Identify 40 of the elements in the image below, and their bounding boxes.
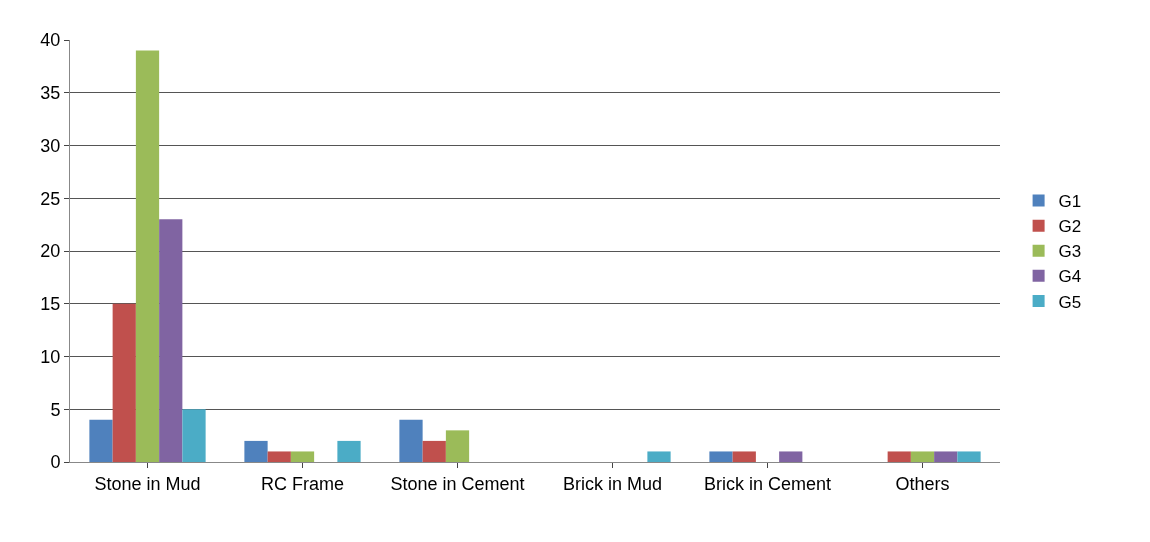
bar	[112, 303, 136, 462]
y-tick-label: 30	[40, 135, 61, 156]
bar	[337, 440, 361, 462]
x-tick-label: Brick in Cement	[703, 473, 832, 494]
y-tick-label: 35	[40, 83, 61, 104]
y-tick-label: 10	[40, 346, 61, 367]
bar	[887, 451, 911, 462]
bar	[934, 451, 958, 462]
bar	[957, 451, 981, 462]
bar	[244, 440, 268, 462]
x-tick-label: Stone in Mud	[94, 473, 201, 494]
bar	[779, 451, 803, 462]
bar	[422, 440, 446, 462]
x-tick-label: Brick in Mud	[562, 473, 663, 494]
y-tick-label: 25	[40, 188, 61, 209]
bar	[732, 451, 756, 462]
legend-label: G3	[1058, 242, 1082, 262]
bar	[399, 419, 423, 462]
y-tick-label: 5	[50, 399, 61, 420]
y-tick-label: 0	[50, 452, 61, 473]
bar	[159, 219, 183, 462]
y-tick-label: 20	[40, 241, 61, 262]
bar	[445, 430, 470, 462]
bar	[910, 451, 935, 462]
bar	[135, 50, 160, 462]
legend-label: G5	[1058, 292, 1082, 312]
y-tick-label: 40	[40, 30, 61, 51]
bar	[290, 451, 315, 462]
bar	[89, 419, 113, 462]
legend-label: G2	[1058, 217, 1082, 237]
y-tick-label: 15	[40, 294, 61, 315]
x-tick-label: Others	[895, 473, 950, 494]
legend-label: G1	[1058, 192, 1082, 212]
bar	[647, 451, 671, 462]
bar	[182, 409, 206, 462]
bar	[267, 451, 291, 462]
bar	[709, 451, 733, 462]
x-tick-label: Stone in Cement	[390, 473, 525, 494]
legend-label: G4	[1058, 267, 1082, 287]
x-tick-label: RC Frame	[260, 473, 345, 494]
